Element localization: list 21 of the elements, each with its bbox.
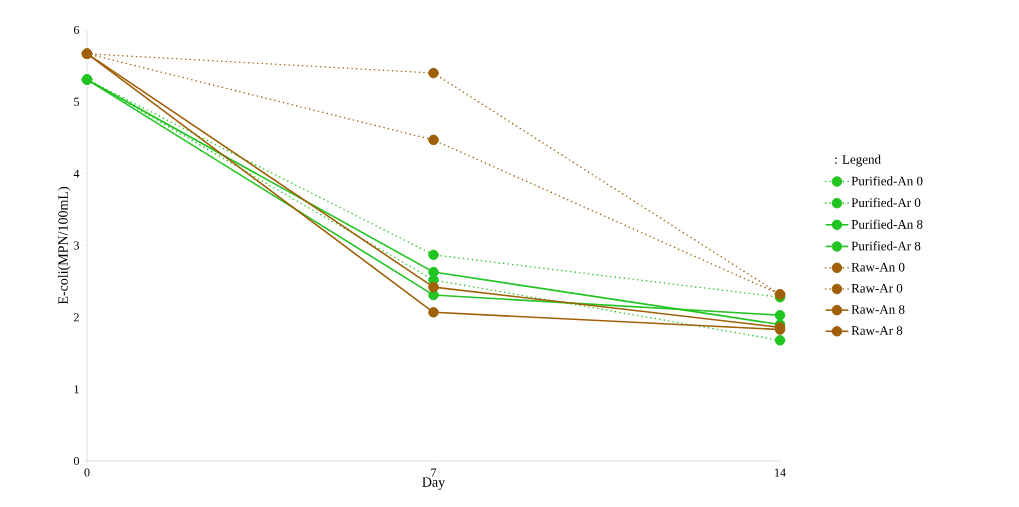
y-tick-label: 4 [73,169,80,178]
x-tick-label: 14 [775,468,786,477]
legend-label: Purified-Ar 8 [851,241,921,251]
legend-label: Purified-An 8 [851,219,923,229]
legend-label: Raw-An 8 [851,305,905,314]
legend-label: Raw-Ar 0 [851,283,903,293]
x-tick-label: 7 [431,468,437,477]
y-tick-label: 3 [74,241,80,250]
x-axis-title: Day [422,477,446,490]
y-tick-label: 2 [74,313,79,322]
legend-label: Purified-Ar 0 [851,197,921,208]
y-tick-label: 1 [74,385,79,394]
legend-label: Raw-An 0 [851,262,905,272]
x-tick-label: 0 [84,468,90,477]
y-tick-label: 6 [73,25,80,35]
y-tick-label: 0 [73,456,80,466]
y-axis-title: E-coli(MPN/100mL) [57,187,71,305]
legend-label: Raw-Ar 8 [851,326,903,335]
y-tick-label: 5 [74,97,80,106]
legend-label: Purified-An 0 [851,176,923,186]
legend-title: : Legend [835,154,881,167]
